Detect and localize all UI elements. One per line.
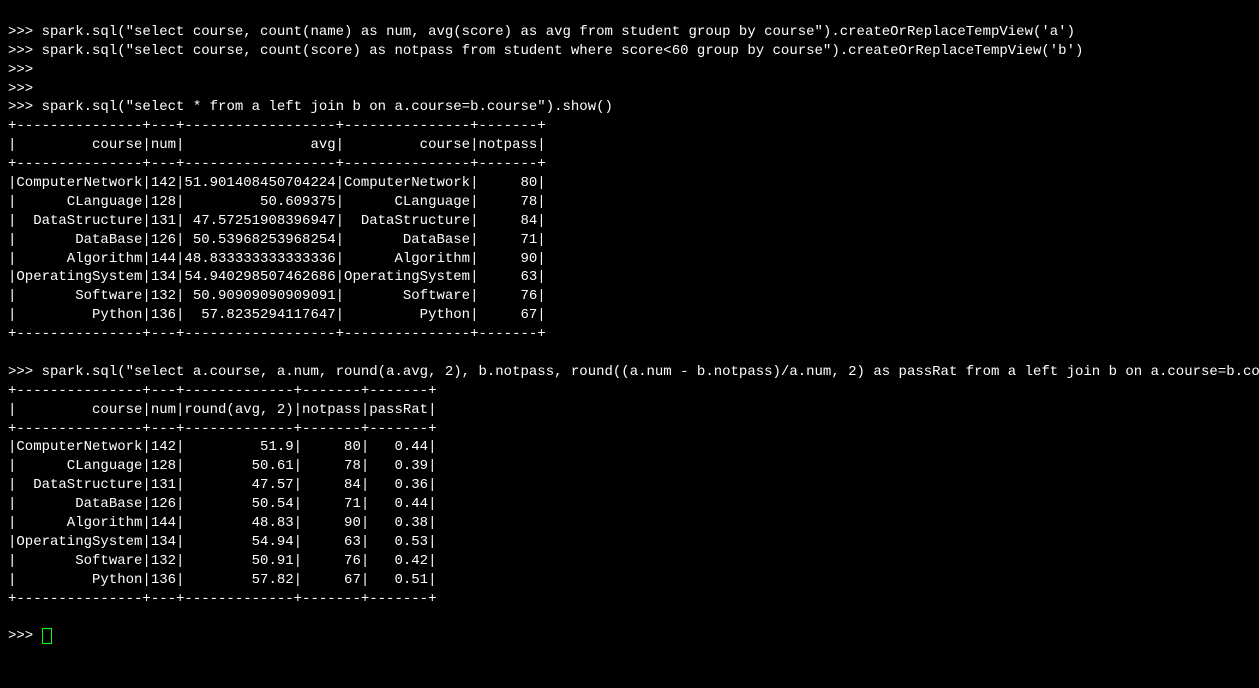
repl-prompt: >>>	[8, 43, 42, 59]
table2-row: | CLanguage|128| 50.61| 78| 0.39|	[8, 458, 436, 474]
table2-sep: +---------------+---+-------------+-----…	[8, 383, 436, 399]
repl-prompt[interactable]: >>>	[8, 628, 42, 644]
table2-row: | DataBase|126| 50.54| 71| 0.44|	[8, 496, 436, 512]
table2-row: |ComputerNetwork|142| 51.9| 80| 0.44|	[8, 439, 436, 455]
command-line-5: spark.sql("select * from a left join b o…	[42, 99, 613, 115]
repl-prompt: >>>	[8, 99, 42, 115]
table2-sep: +---------------+---+-------------+-----…	[8, 421, 436, 437]
command-line-2: spark.sql("select course, count(score) a…	[42, 43, 1084, 59]
table1-row: | Software|132| 50.90909090909091| Softw…	[8, 288, 546, 304]
table1-row: | DataBase|126| 50.53968253968254| DataB…	[8, 232, 546, 248]
table2-sep: +---------------+---+-------------+-----…	[8, 591, 436, 607]
repl-prompt: >>>	[8, 364, 42, 380]
command-line-6: spark.sql("select a.course, a.num, round…	[42, 364, 1259, 380]
table2-header: | course|num|round(avg, 2)|notpass|passR…	[8, 402, 436, 418]
table2-row: | DataStructure|131| 47.57| 84| 0.36|	[8, 477, 436, 493]
table2-row: | Software|132| 50.91| 76| 0.42|	[8, 553, 436, 569]
repl-prompt: >>>	[8, 81, 42, 97]
table1-header: | course|num| avg| course|notpass|	[8, 137, 546, 153]
table1-row: |OperatingSystem|134|54.940298507462686|…	[8, 269, 546, 285]
repl-prompt: >>>	[8, 24, 42, 40]
table1-row: | Python|136| 57.8235294117647| Python| …	[8, 307, 546, 323]
table1-sep: +---------------+---+------------------+…	[8, 326, 546, 342]
table1-sep: +---------------+---+------------------+…	[8, 118, 546, 134]
table1-row: | Algorithm|144|48.833333333333336| Algo…	[8, 251, 546, 267]
repl-prompt: >>>	[8, 62, 42, 78]
table1-row: | CLanguage|128| 50.609375| CLanguage| 7…	[8, 194, 546, 210]
table2-row: | Python|136| 57.82| 67| 0.51|	[8, 572, 436, 588]
table1-row: |ComputerNetwork|142|51.901408450704224|…	[8, 175, 546, 191]
table2-row: | Algorithm|144| 48.83| 90| 0.38|	[8, 515, 436, 531]
table1-sep: +---------------+---+------------------+…	[8, 156, 546, 172]
table2-row: |OperatingSystem|134| 54.94| 63| 0.53|	[8, 534, 436, 550]
cursor-icon[interactable]	[42, 628, 52, 644]
table1-row: | DataStructure|131| 47.57251908396947| …	[8, 213, 546, 229]
command-line-1: spark.sql("select course, count(name) as…	[42, 24, 1075, 40]
